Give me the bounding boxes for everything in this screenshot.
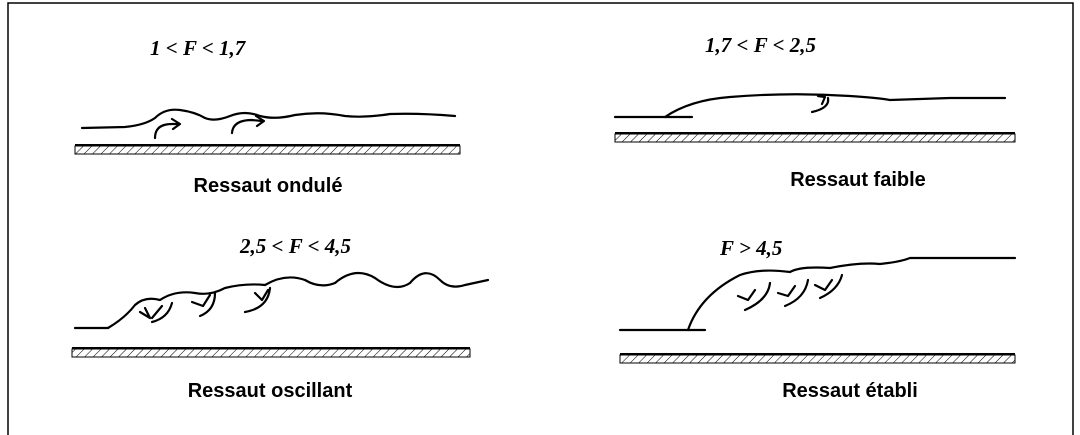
arrow [155,119,180,138]
arrow [812,96,828,112]
arrow [140,303,172,322]
frame [8,3,1073,435]
arrow [778,280,808,306]
water-surface [688,258,1015,330]
condition: 2,5 < F < 4,5 [239,234,351,258]
panel-weak: 1,7 < F < 2,5 Ressaut faible [615,33,1015,191]
water-surface [82,110,455,128]
arrow [245,288,270,312]
diagram: 1 < F < 1,7 Ressaut ondulé 1,7 < F < 2,5… [0,0,1080,435]
panel-oscillating: 2,5 < F < 4,5 Ressaut oscillant [72,234,488,402]
bed-hatch [75,146,460,154]
caption: Ressaut établi [782,380,918,402]
arrow [738,283,770,310]
arrow [192,293,215,316]
bed-hatch [620,355,1015,363]
bed-hatch [615,134,1015,142]
condition: 1,7 < F < 2,5 [705,33,816,57]
arrow [232,116,264,133]
caption: Ressaut faible [790,169,926,191]
panel-undular: 1 < F < 1,7 Ressaut ondulé [75,36,460,197]
bed-hatch [72,349,470,357]
condition: F > 4,5 [719,236,782,260]
caption: Ressaut ondulé [194,175,343,197]
caption: Ressaut oscillant [188,380,353,402]
water-surface [665,94,1005,117]
water-surface [108,273,488,328]
panel-steady: F > 4,5 Ressaut établi [620,236,1015,402]
arrow [815,275,842,298]
condition: 1 < F < 1,7 [150,36,247,60]
